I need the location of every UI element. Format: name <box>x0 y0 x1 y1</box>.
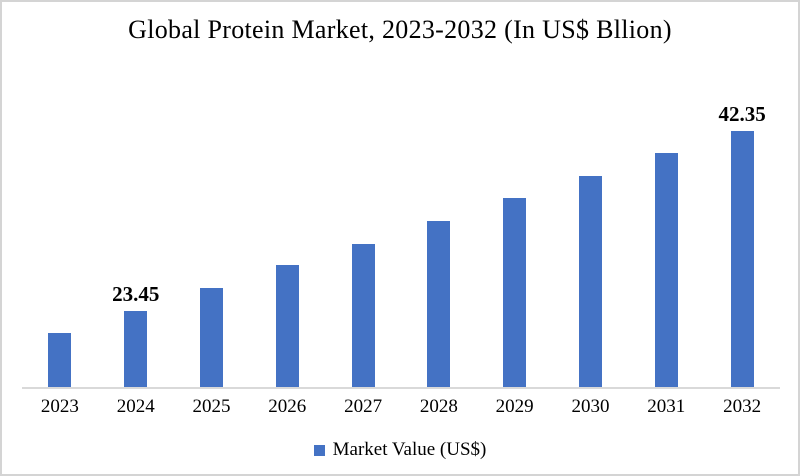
bar-2028 <box>427 220 451 387</box>
bar-column-2025 <box>174 102 250 387</box>
x-tick-2023: 2023 <box>40 396 79 417</box>
bar-column-2029 <box>477 102 553 387</box>
x-tick-2027: 2027 <box>344 396 383 417</box>
data-label-2024: 23.45 <box>112 281 160 306</box>
bar-column-2026 <box>249 102 325 387</box>
bar-column-2024: 23.45 <box>98 102 174 387</box>
bar-column-2032: 42.35 <box>704 102 780 387</box>
bar-column-2023 <box>22 102 98 387</box>
plot-area: 23.45 42.35 <box>22 102 780 389</box>
bar-2025 <box>199 288 223 387</box>
x-tick-2031: 2031 <box>647 396 686 417</box>
x-tick-2025: 2025 <box>192 396 231 417</box>
x-axis-labels: 2023 2024 2025 2026 2027 2028 2029 2030 2031 2032 <box>22 396 780 418</box>
bar-2024 <box>124 310 148 387</box>
x-tick-2032: 2032 <box>723 396 762 417</box>
bar-2023 <box>48 332 72 387</box>
x-tick-2024: 2024 <box>116 396 155 417</box>
x-tick-2028: 2028 <box>419 396 458 417</box>
x-tick-2029: 2029 <box>495 396 534 417</box>
chart-title: Global Protein Market, 2023-2032 (In US$… <box>128 15 672 44</box>
legend-square-icon <box>313 444 325 456</box>
bar-column-2028 <box>401 102 477 387</box>
bar-2030 <box>578 176 602 387</box>
x-tick-2026: 2026 <box>268 396 307 417</box>
bar-2031 <box>654 153 678 387</box>
legend-label: Market Value (US$) <box>332 439 487 460</box>
bar-2029 <box>503 197 527 387</box>
bar-2027 <box>351 243 375 387</box>
bar-2032 <box>730 131 754 387</box>
bar-column-2027 <box>325 102 401 387</box>
data-label-2032: 42.35 <box>718 102 766 126</box>
bar-column-2030 <box>553 102 629 387</box>
bar-column-2031 <box>628 102 704 387</box>
legend: Market Value (US$) <box>2 439 798 461</box>
bar-2026 <box>275 265 299 387</box>
x-tick-2030: 2030 <box>571 396 610 417</box>
